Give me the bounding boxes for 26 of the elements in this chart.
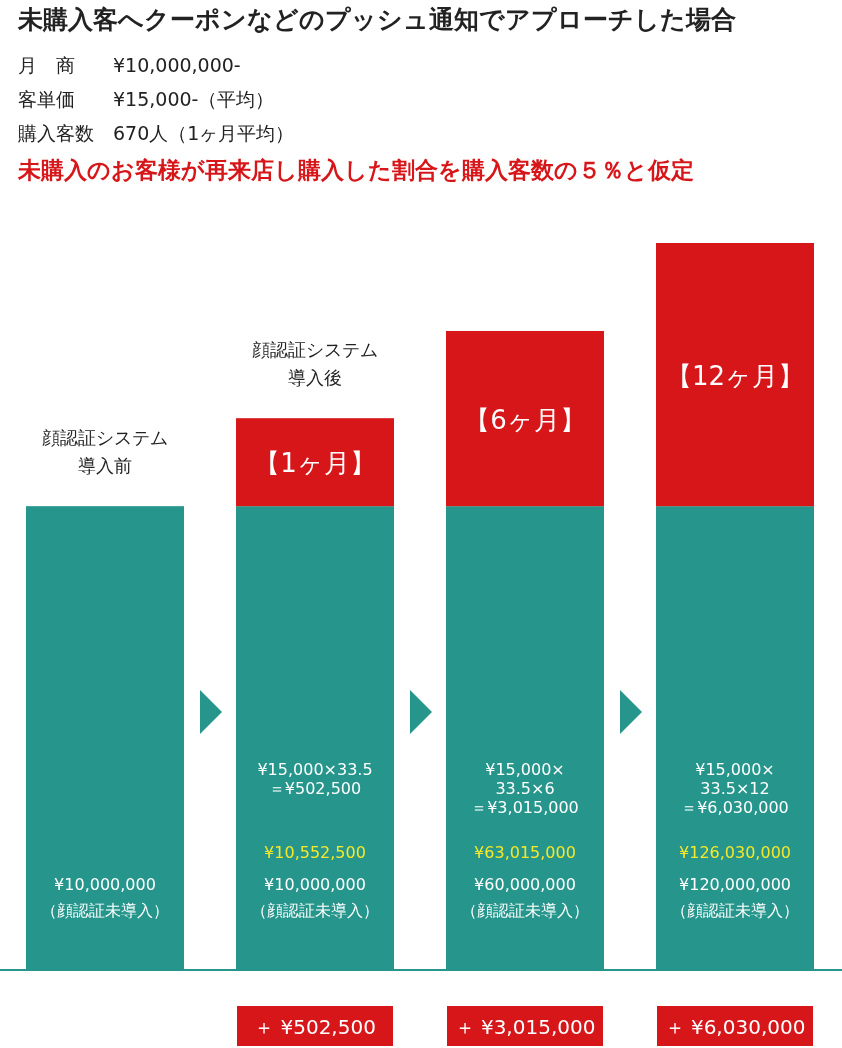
bar	[446, 330, 604, 507]
annotation: 【12ヶ月】	[665, 360, 805, 391]
annotation: ¥120,000,000 （顔認証未導入）	[671, 875, 799, 920]
chart-subtitle: 未購入のお客様が再来店し購入した割合を購入客数の５％と仮定	[17, 157, 694, 183]
chart-title: 未購入客へクーポンなどのプッシュ通知でアプローチした場合	[17, 5, 736, 34]
bar	[236, 418, 394, 507]
annotation: ¥10,552,500	[264, 843, 366, 862]
text: ＋ ¥6,030,000	[664, 1015, 806, 1039]
annotation: ¥60,000,000 （顔認証未導入）	[461, 875, 589, 920]
text: ＋ ¥3,015,000	[454, 1015, 596, 1039]
annotation: ¥126,030,000	[679, 843, 791, 862]
text: 購入客数 670人（1ヶ月平均）	[18, 122, 295, 144]
annotation: ¥63,015,000	[474, 843, 576, 862]
annotation: ¥10,000,000 （顔認証未導入）	[41, 875, 169, 920]
text: 客単価 ¥15,000-（平均）	[18, 88, 275, 110]
text: ＋ ¥502,500	[254, 1015, 376, 1039]
x-tick-label: 顔認証システム導入前	[42, 427, 168, 477]
text: 月 商 ¥10,000,000-	[18, 54, 241, 76]
annotation: 【1ヶ月】	[254, 448, 376, 479]
annotation: ¥10,000,000 （顔認証未導入）	[251, 875, 379, 920]
x-tick-label: 顔認証システム導入後	[252, 339, 378, 389]
annotation: ¥15,000× 33.5×12 ＝¥6,030,000	[681, 760, 789, 817]
bar	[656, 243, 814, 507]
annotation: ¥15,000×33.5 ＝¥502,500	[257, 760, 373, 798]
annotation: ¥15,000× 33.5×6 ＝¥3,015,000	[471, 760, 579, 817]
annotation: 【6ヶ月】	[464, 404, 586, 435]
